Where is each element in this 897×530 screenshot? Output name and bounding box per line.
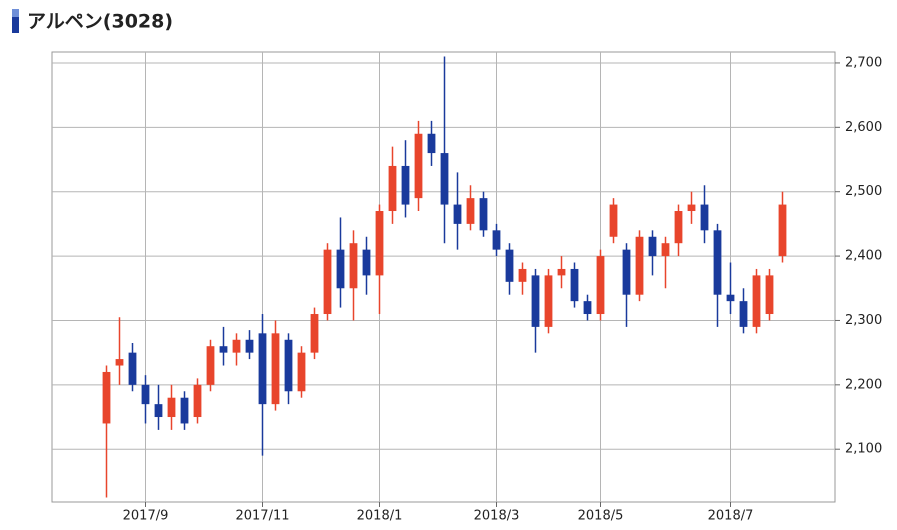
candle-body [193,384,202,418]
candle-body [102,371,111,424]
candle-body [427,133,436,154]
candle-body [401,165,410,205]
candle-body [297,352,306,392]
title-icon-highlight [12,9,19,17]
candle-body [700,204,709,231]
candle-body [622,249,631,295]
candle-body [258,333,267,405]
candle-body [453,204,462,224]
chart-title: アルペン(3028) [27,11,173,33]
candle-body [661,243,670,257]
candle-body [167,397,176,418]
title-icon [12,9,19,33]
candle-body [479,198,488,231]
candle-body [219,346,228,353]
candle-body [635,236,644,295]
candle-body [765,275,774,315]
candle-body [557,268,566,276]
candle-body [154,404,163,418]
x-tick-label: 2018/3 [474,509,520,524]
candle-body [115,359,124,366]
candle-body [752,275,761,327]
candle-body [310,314,319,353]
y-tick-label: 2,400 [845,249,882,264]
candle-body [609,204,618,237]
candle-body [492,230,501,250]
candle-body [531,275,540,327]
candle-body [583,301,592,315]
y-tick-label: 2,700 [845,55,882,70]
candle-body [271,333,280,405]
candle-body [596,256,605,315]
candle-body [388,165,397,212]
candle-body [323,249,332,315]
candle-body [713,230,722,295]
x-tick-label: 2018/1 [357,509,403,524]
candle-body [739,301,748,327]
candle-body [141,384,150,405]
candle-body [128,352,137,385]
candle-body [414,133,423,199]
y-tick-label: 2,200 [845,377,882,392]
y-tick-label: 2,100 [845,442,882,457]
candle-body [674,211,683,244]
y-tick-label: 2,600 [845,120,882,135]
candle-body [505,249,514,282]
x-tick-label: 2018/5 [578,509,624,524]
candle-body [544,275,553,327]
y-tick-label: 2,300 [845,313,882,328]
candle-body [232,339,241,353]
x-tick-label: 2017/11 [235,509,289,524]
candle-body [466,198,475,224]
candle-body [284,339,293,392]
candle-body [778,204,787,257]
y-tick-label: 2,500 [845,184,882,199]
candle-body [206,346,215,385]
candle-body [687,204,696,212]
candle-body [349,243,358,289]
candle-body [180,397,189,424]
candle-body [336,249,345,289]
candle-body [440,153,449,205]
candle-body [518,268,527,282]
x-tick-label: 2017/9 [123,509,169,524]
candle-body [570,268,579,302]
candle-body [245,339,254,353]
x-tick-label: 2018/7 [708,509,754,524]
candle-body [362,249,371,276]
candle-body [726,294,735,302]
candle-body [648,236,657,257]
plot-frame [51,51,836,503]
candle-body [375,211,384,276]
